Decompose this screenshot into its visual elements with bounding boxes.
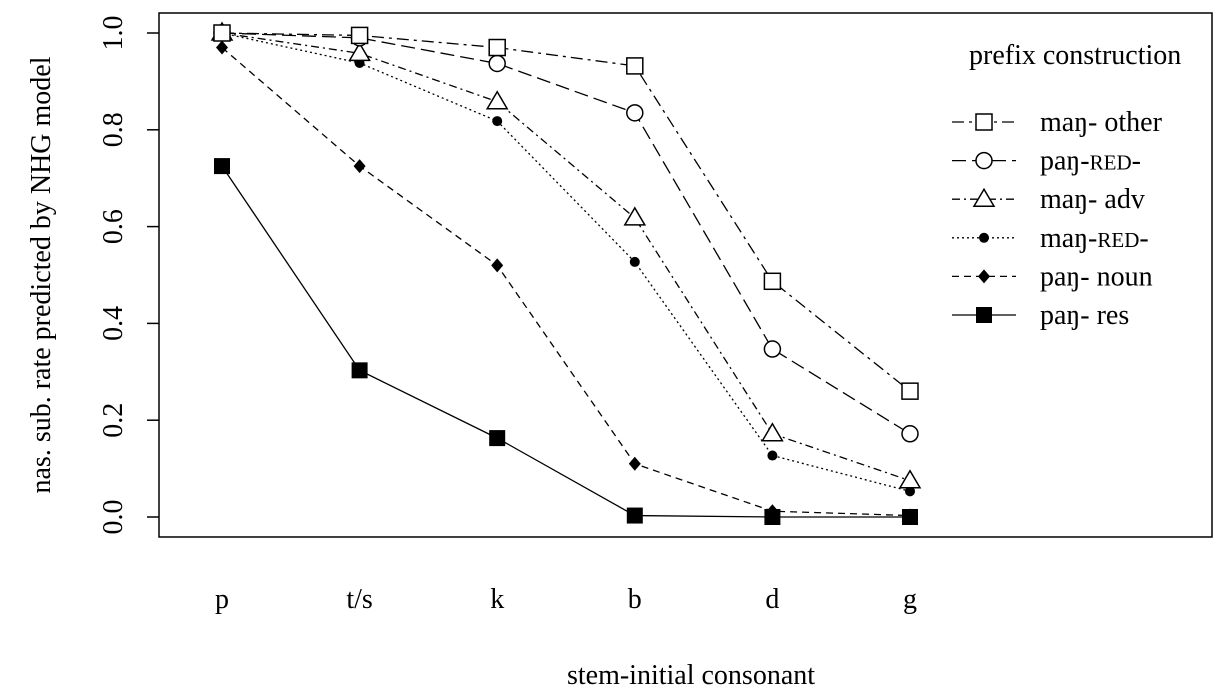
data-point	[351, 362, 368, 379]
data-point	[763, 340, 782, 358]
legend-marker	[975, 113, 993, 131]
data-point	[350, 26, 369, 45]
x-axis-label: stem-initial consonant	[567, 660, 815, 691]
legend: prefix construction maŋ- other paŋ-RED-maŋ…	[952, 40, 1181, 331]
y-tick-label: 0.6	[98, 209, 129, 244]
data-point	[491, 258, 504, 273]
x-tick-label: d	[765, 584, 779, 615]
data-point	[904, 508, 916, 523]
y-tick-label: 1.0	[98, 16, 129, 51]
legend-item: paŋ- noun	[952, 261, 1153, 292]
legend-marker	[978, 269, 990, 284]
y-tick-label: 0.8	[98, 112, 129, 147]
legend-label: maŋ- adv	[1040, 184, 1145, 215]
series-line	[221, 165, 910, 518]
series-group	[213, 24, 919, 400]
plot-frame	[158, 12, 1213, 538]
x-axis: p t/s k b d g	[215, 584, 917, 615]
data-point	[905, 486, 915, 497]
series-group	[217, 28, 915, 497]
data-point	[898, 469, 922, 489]
data-point	[216, 40, 228, 55]
data-point	[901, 425, 919, 443]
series-group	[210, 21, 922, 489]
series-line	[221, 32, 911, 392]
y-axis-label: nas. sub. rate predicted by NHG model	[26, 56, 57, 493]
data-point	[767, 450, 778, 461]
series-group	[216, 40, 916, 523]
data-point	[628, 456, 641, 471]
series-line	[221, 47, 911, 517]
legend-title: prefix construction	[969, 40, 1181, 71]
y-tick-label: 0.4	[98, 306, 129, 341]
series-group	[214, 158, 918, 525]
data-point	[626, 507, 643, 524]
data-point	[623, 206, 647, 226]
legend-label: maŋ- other	[1040, 107, 1163, 138]
data-point	[626, 57, 644, 75]
data-point	[763, 272, 782, 291]
data-point	[214, 158, 230, 175]
data-point	[629, 256, 640, 267]
x-tick-label: p	[215, 584, 229, 615]
y-tick-label: 0.2	[98, 403, 129, 438]
data-point	[492, 116, 503, 127]
series-line	[221, 32, 911, 482]
data-point	[901, 382, 919, 400]
legend-marker	[972, 187, 996, 207]
data-point	[348, 41, 371, 62]
data-point	[489, 430, 506, 447]
y-axis: 0.0 0.2 0.4 0.6 0.8 1.0	[98, 16, 159, 535]
data-point	[766, 504, 779, 519]
series-group	[213, 24, 919, 443]
data-point	[761, 422, 784, 442]
legend-item: paŋ-RED-	[952, 146, 1141, 177]
data-point	[626, 104, 644, 122]
series-layer	[210, 21, 922, 525]
data-point	[488, 54, 506, 73]
legend-label: paŋ-RED-	[1040, 146, 1141, 177]
series-line	[221, 32, 911, 435]
x-tick-label: g	[903, 584, 917, 615]
data-point	[353, 159, 366, 174]
x-tick-label: b	[628, 584, 642, 615]
y-tick-label: 0.0	[98, 500, 129, 535]
legend-item: maŋ- other	[952, 107, 1163, 138]
legend-label: paŋ- noun	[1040, 261, 1153, 292]
legend-item: maŋ- adv	[952, 184, 1145, 215]
legend-label: paŋ- res	[1040, 300, 1129, 331]
x-tick-label: t/s	[346, 584, 372, 615]
data-point	[213, 24, 231, 42]
legend-marker	[979, 232, 989, 243]
series-line	[221, 32, 911, 492]
data-point	[485, 90, 509, 110]
legend-marker	[976, 307, 992, 323]
x-tick-label: k	[490, 584, 504, 615]
data-point	[488, 38, 506, 57]
legend-item: paŋ- res	[952, 300, 1129, 331]
legend-marker	[975, 151, 993, 170]
legend-item: maŋ-RED-	[952, 223, 1149, 254]
legend-label: maŋ-RED-	[1040, 223, 1149, 254]
